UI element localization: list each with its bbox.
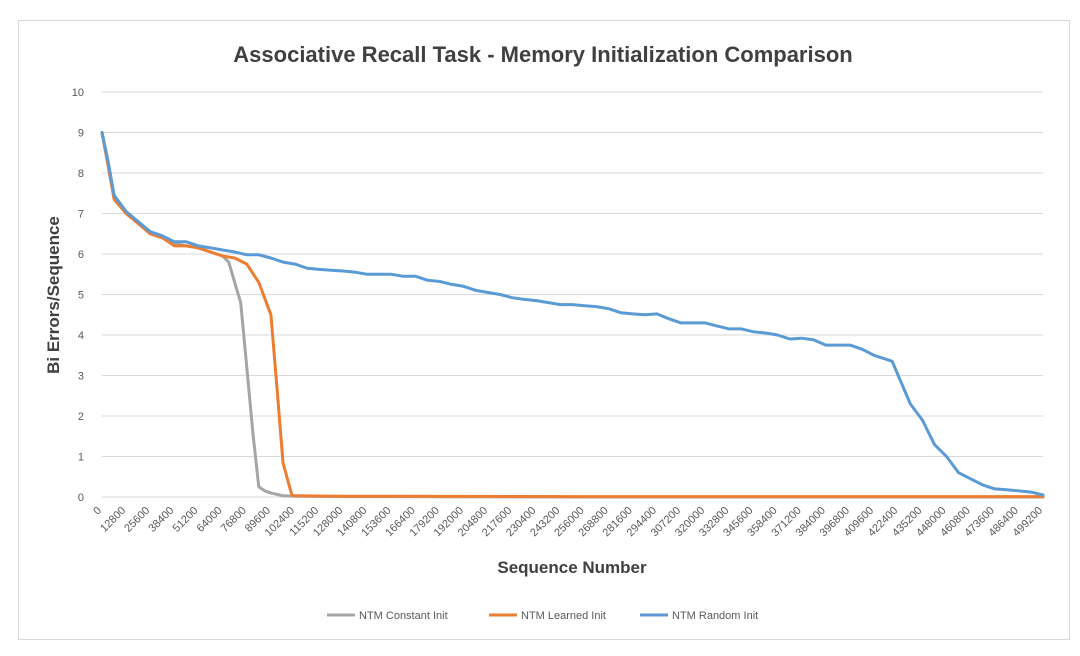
y-tick-label: 4 xyxy=(78,330,84,342)
x-axis-title: Sequence Number xyxy=(497,558,647,577)
chart-frame xyxy=(18,20,1070,640)
legend-label: NTM Constant Init xyxy=(359,610,448,622)
y-tick-label: 8 xyxy=(78,168,84,180)
y-tick-label: 2 xyxy=(78,411,84,423)
series-line-2 xyxy=(100,131,1045,497)
x-tick-label: 64000 xyxy=(195,505,225,535)
legend-label: NTM Learned Init xyxy=(521,610,606,622)
y-tick-label: 6 xyxy=(78,249,84,261)
x-tick-label: 0 xyxy=(91,505,104,518)
x-axis-ticks: 0128002560038400512006400076800896001024… xyxy=(91,505,1045,539)
legend-label: NTM Random Init xyxy=(672,610,758,622)
y-tick-label: 5 xyxy=(78,290,84,302)
y-tick-label: 10 xyxy=(72,87,84,99)
y-axis-ticks: 0 1 2 3 4 5 6 7 8 9 10 xyxy=(72,87,84,504)
gridlines xyxy=(102,91,1043,498)
x-tick-label: 51200 xyxy=(171,505,201,535)
x-tick-label: 25600 xyxy=(122,505,152,535)
y-tick-label: 0 xyxy=(78,492,84,504)
x-tick-label: 38400 xyxy=(146,505,176,535)
legend: NTM Constant Init NTM Learned Init NTM Ran… xyxy=(327,610,758,622)
y-tick-label: 7 xyxy=(78,209,84,221)
legend-item: NTM Learned Init xyxy=(489,610,606,622)
x-tick-label: 12800 xyxy=(98,505,128,535)
series-line-1 xyxy=(100,131,1045,499)
y-axis-title: Bi Errors/Sequence xyxy=(44,216,63,374)
legend-item: NTM Random Init xyxy=(640,610,758,622)
series-line-0 xyxy=(100,131,1045,499)
y-tick-label: 3 xyxy=(78,371,84,383)
y-tick-label: 9 xyxy=(78,128,84,140)
legend-item: NTM Constant Init xyxy=(327,610,448,622)
chart-title: Associative Recall Task - Memory Initial… xyxy=(233,42,852,67)
x-tick-label: 76800 xyxy=(219,505,249,535)
y-tick-label: 1 xyxy=(78,452,84,464)
series-lines xyxy=(100,131,1045,499)
